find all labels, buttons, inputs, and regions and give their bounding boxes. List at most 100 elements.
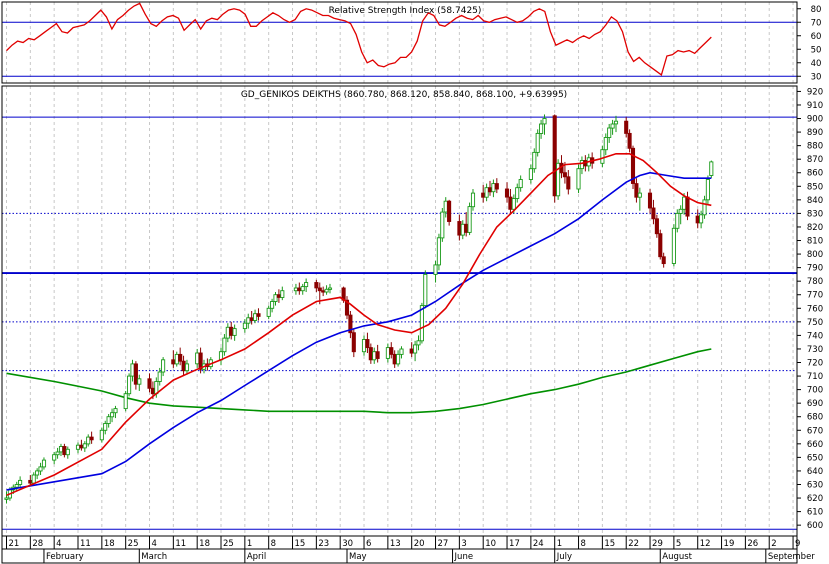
candle-down	[627, 129, 632, 153]
candle-up	[542, 114, 547, 135]
candle-up	[304, 278, 309, 293]
date-tick-label: 21	[9, 539, 20, 549]
date-tick-label: 15	[295, 539, 306, 549]
candle-up	[470, 189, 476, 211]
candle-up	[157, 367, 162, 386]
date-tick-label: 3	[461, 539, 466, 549]
price-tick-label: 680	[807, 413, 823, 423]
candle-body	[38, 466, 43, 472]
candle-body	[504, 188, 510, 198]
candle-body	[654, 218, 659, 235]
candle-up	[65, 446, 70, 459]
candle-up	[110, 408, 115, 423]
candle-up	[280, 286, 285, 301]
candle-body	[75, 444, 81, 450]
candle-body	[314, 282, 319, 289]
candle-body	[515, 187, 520, 199]
candle-body	[280, 290, 285, 298]
candle-down	[348, 311, 353, 339]
candle-up	[399, 346, 404, 359]
price-axis: 600 610 620 630 640 650 660 670 680 690 700 710 720 7…	[797, 87, 823, 531]
candle-body	[198, 352, 203, 370]
candle-body	[123, 393, 128, 410]
candle-up	[242, 319, 247, 333]
candle-body	[62, 446, 67, 456]
candle-body	[637, 192, 642, 198]
candle-body	[484, 187, 489, 198]
price-tick-label: 740	[807, 331, 823, 341]
candle-body	[399, 348, 404, 355]
candle-down	[624, 117, 629, 138]
price-tick-label: 660	[807, 440, 823, 450]
candle-body	[103, 423, 108, 431]
month-labels: February March April May June July August Septe…	[43, 549, 815, 563]
candle-up	[675, 209, 680, 233]
candle-up	[671, 224, 676, 267]
candle-body	[494, 183, 499, 190]
price-tick-label: 760	[807, 304, 823, 314]
candle-down	[634, 178, 639, 203]
candle-down	[647, 189, 653, 214]
candle-up	[637, 187, 642, 211]
candle-body	[566, 176, 571, 190]
date-tick-label: 11	[175, 539, 186, 549]
price-tick-label: 600	[807, 521, 823, 531]
date-tick-label: 13	[390, 539, 401, 549]
candle-body	[552, 115, 557, 197]
price-tick-label: 720	[807, 359, 823, 369]
candle-body	[52, 454, 57, 461]
date-tick-label: 26	[747, 539, 758, 549]
candle-body	[89, 436, 94, 441]
date-ticks: 21 28 4 11 18 25 4 11 18 25 1 8 15 23 30 6 13 20 27 3 10 17 24…	[2, 536, 800, 550]
candle-down	[133, 361, 138, 390]
candle-body	[682, 196, 687, 210]
rsi-axis: 30 40 50 60 70 80	[797, 5, 822, 82]
candle-body	[14, 484, 19, 488]
candle-up	[467, 202, 472, 236]
candle-body	[65, 448, 70, 456]
price-tick-label: 830	[807, 209, 823, 219]
candle-up	[82, 441, 87, 452]
candle-body	[232, 328, 237, 336]
candle-body	[368, 347, 373, 361]
date-tick-label: 15	[604, 539, 615, 549]
candle-body	[317, 287, 322, 292]
price-tick-label: 870	[807, 155, 823, 165]
candle-body	[246, 317, 251, 324]
date-axis: 21 28 4 11 18 25 4 11 18 25 1 8 15 23 30 6 13 20 27 3 10 17 24…	[1, 535, 815, 564]
candle-body	[528, 168, 533, 180]
candle-body	[178, 353, 183, 362]
date-tick-label: 20	[414, 539, 425, 549]
candle-up	[610, 119, 615, 135]
candle-up	[603, 133, 608, 156]
month-label: February	[46, 552, 84, 562]
candle-up	[14, 481, 19, 492]
date-tick-label: 5	[676, 539, 681, 549]
candle-up	[413, 340, 418, 362]
candle-down	[178, 347, 183, 366]
candle-body	[542, 118, 547, 125]
date-tick-label: 4	[152, 539, 157, 549]
price-hlines	[2, 116, 797, 530]
candle-body	[416, 340, 421, 346]
candle-up	[137, 374, 142, 391]
candle-up	[702, 195, 707, 219]
candle-up	[436, 233, 441, 271]
candle-body	[389, 347, 394, 355]
candle-body	[375, 351, 380, 359]
candle-up	[678, 205, 683, 225]
month-label: May	[349, 552, 367, 562]
candle-up	[123, 390, 128, 412]
price-tick-label: 610	[807, 508, 823, 518]
price-panel: 600 610 620 630 640 650 660 670 680 690 700 710 720 7…	[1, 85, 823, 537]
candle-body	[35, 470, 40, 476]
candle-body	[133, 363, 138, 385]
date-tick-label: 12	[700, 539, 711, 549]
candle-body	[423, 273, 428, 307]
candle-body	[181, 360, 186, 372]
candle-down	[447, 199, 452, 226]
candle-body	[266, 307, 271, 317]
candle-body	[419, 305, 424, 342]
rsi-tick-label: 40	[811, 59, 822, 69]
